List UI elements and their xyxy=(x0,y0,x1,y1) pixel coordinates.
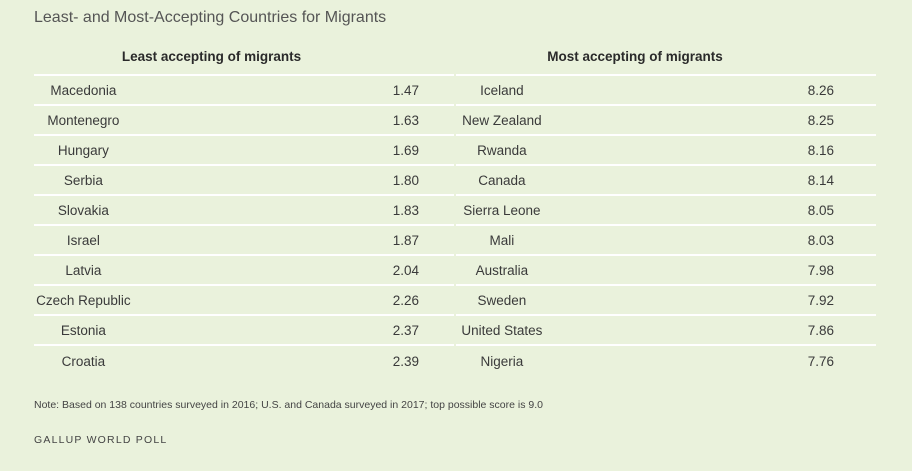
chart-title: Least- and Most-Accepting Countries for … xyxy=(34,9,387,26)
score-value: 2.04 xyxy=(392,262,419,278)
country-name: Australia xyxy=(475,262,529,278)
score-value: 8.16 xyxy=(807,142,834,158)
score-value: 2.26 xyxy=(392,292,419,308)
table-row: Slovakia 1.83 xyxy=(34,196,454,226)
most-accepting-rows: Iceland 8.26 New Zealand 8.25 Rwanda 8.16 Cana… xyxy=(456,76,876,376)
score-value: 1.83 xyxy=(392,202,419,218)
table-row: Czech Republic 2.26 xyxy=(34,286,454,316)
country-name: Iceland xyxy=(480,82,524,98)
score-value: 1.69 xyxy=(392,142,419,158)
country-name: Sweden xyxy=(477,292,527,308)
score-value: 8.25 xyxy=(807,112,834,128)
table-row: Montenegro 1.63 xyxy=(34,106,454,136)
least-accepting-column: Least accepting of migrants Macedonia 1.4… xyxy=(34,42,454,376)
country-name: Estonia xyxy=(60,322,106,338)
footnote: Note: Based on 138 countries surveyed in… xyxy=(34,399,543,411)
score-value: 8.05 xyxy=(807,202,834,218)
country-name: Israel xyxy=(66,232,100,248)
score-value: 8.03 xyxy=(807,232,834,248)
table-row: Israel 1.87 xyxy=(34,226,454,256)
table-row: New Zealand 8.25 xyxy=(456,106,876,136)
table-row: Estonia 2.37 xyxy=(34,316,454,346)
score-value: 8.14 xyxy=(807,172,834,188)
score-value: 2.39 xyxy=(392,353,419,369)
country-name: United States xyxy=(461,322,543,338)
table-row: Latvia 2.04 xyxy=(34,256,454,286)
country-name: Czech Republic xyxy=(36,292,131,308)
least-accepting-header: Least accepting of migrants xyxy=(34,42,454,76)
score-value: 7.86 xyxy=(807,322,834,338)
table-row: United States 7.86 xyxy=(456,316,876,346)
least-accepting-header-label: Least accepting of migrants xyxy=(121,49,302,64)
country-name: Hungary xyxy=(57,142,109,158)
score-value: 7.76 xyxy=(807,353,834,369)
table-row: Croatia 2.39 xyxy=(34,346,454,376)
country-name: Latvia xyxy=(65,262,102,278)
score-value: 8.26 xyxy=(807,82,834,98)
least-accepting-rows: Macedonia 1.47 Montenegro 1.63 Hungary 1.69 Se… xyxy=(34,76,454,376)
country-name: Canada xyxy=(478,172,526,188)
country-name: Nigeria xyxy=(480,353,524,369)
most-accepting-column: Most accepting of migrants Iceland 8.26 Ne… xyxy=(456,42,876,376)
table-row: Serbia 1.80 xyxy=(34,166,454,196)
score-value: 1.63 xyxy=(392,112,419,128)
table-row: Mali 8.03 xyxy=(456,226,876,256)
country-name: Croatia xyxy=(61,353,106,369)
table-row: Macedonia 1.47 xyxy=(34,76,454,106)
country-name: Montenegro xyxy=(47,112,120,128)
table-row: Rwanda 8.16 xyxy=(456,136,876,166)
country-name: Slovakia xyxy=(57,202,109,218)
table-row: Canada 8.14 xyxy=(456,166,876,196)
country-name: Serbia xyxy=(63,172,103,188)
table-row: Iceland 8.26 xyxy=(456,76,876,106)
table-row: Nigeria 7.76 xyxy=(456,346,876,376)
most-accepting-header: Most accepting of migrants xyxy=(456,42,876,76)
most-accepting-header-label: Most accepting of migrants xyxy=(547,49,723,64)
table-row: Sierra Leone 8.05 xyxy=(456,196,876,226)
country-name: Sierra Leone xyxy=(463,202,541,218)
country-name: Mali xyxy=(489,232,515,248)
country-name: Rwanda xyxy=(477,142,527,158)
score-value: 1.47 xyxy=(392,82,419,98)
source-label: GALLUP WORLD POLL xyxy=(34,434,168,446)
score-value: 1.87 xyxy=(392,232,419,248)
ranking-table: Least accepting of migrants Macedonia 1.4… xyxy=(34,42,876,376)
table-row: Australia 7.98 xyxy=(456,256,876,286)
table-row: Sweden 7.92 xyxy=(456,286,876,316)
score-value: 7.98 xyxy=(807,262,834,278)
score-value: 1.80 xyxy=(392,172,419,188)
country-name: Macedonia xyxy=(50,82,117,98)
score-value: 2.37 xyxy=(392,322,419,338)
table-row: Hungary 1.69 xyxy=(34,136,454,166)
country-name: New Zealand xyxy=(462,112,542,128)
score-value: 7.92 xyxy=(807,292,834,308)
